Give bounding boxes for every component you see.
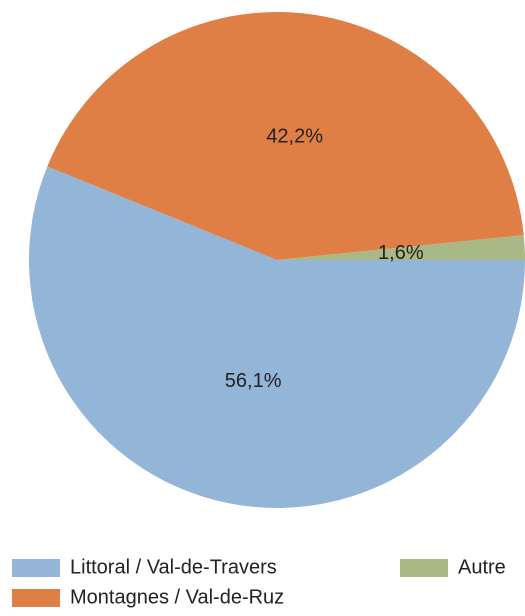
- legend-label: Montagnes / Val-de-Ruz: [70, 586, 284, 608]
- slice-label: 1,6%: [378, 242, 424, 264]
- legend-swatch: [400, 559, 448, 577]
- legend-label: Littoral / Val-de-Travers: [70, 556, 277, 578]
- slice-label: 42,2%: [266, 126, 323, 148]
- legend-label: Autre: [458, 556, 506, 578]
- legend-swatch: [12, 559, 60, 577]
- pie-slice: [47, 11, 524, 261]
- pie-slice: [29, 166, 525, 508]
- pie-slice: [277, 235, 525, 260]
- slice-label: 56,1%: [225, 370, 282, 392]
- legend-swatch: [12, 589, 60, 607]
